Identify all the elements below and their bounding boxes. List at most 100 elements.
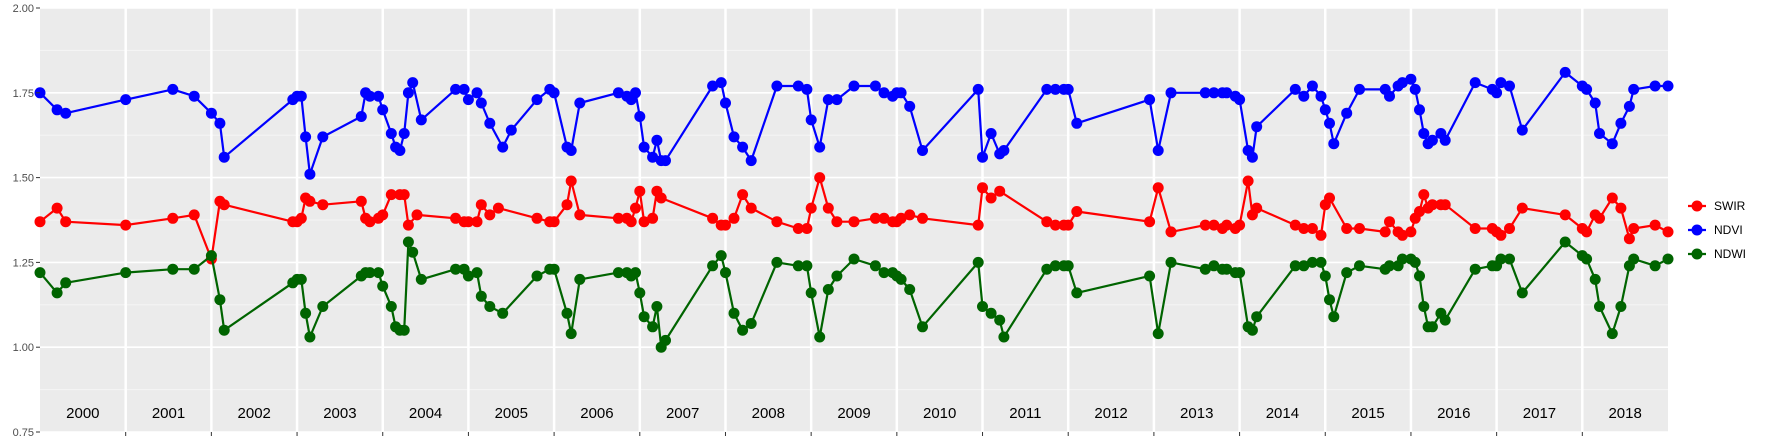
data-point-swir: [34, 216, 46, 228]
data-point-ndwi: [869, 260, 881, 272]
data-point-swir: [1041, 216, 1053, 228]
year-label: 2012: [1094, 405, 1127, 422]
data-point-ndwi: [1409, 256, 1421, 268]
data-point-swir: [51, 202, 63, 214]
data-point-ndwi: [1649, 260, 1661, 272]
data-point-ndvi: [848, 80, 860, 92]
legend-key-point: [1691, 248, 1703, 260]
legend-item-ndvi: NDVI: [1688, 223, 1743, 237]
data-point-ndwi: [1298, 260, 1310, 272]
data-point-ndvi: [1221, 87, 1233, 99]
year-label: 2001: [152, 405, 185, 422]
data-point-ndwi: [1589, 273, 1601, 285]
data-point-swir: [707, 212, 719, 224]
data-point-ndvi: [1354, 83, 1365, 95]
data-point-ndwi: [60, 277, 72, 289]
data-point-ndvi: [1649, 80, 1661, 92]
data-point-ndvi: [548, 87, 560, 99]
data-point-ndvi: [377, 104, 389, 116]
data-point-ndwi: [831, 270, 843, 282]
data-point-ndvi: [1594, 128, 1605, 139]
year-label: 2009: [837, 405, 870, 422]
data-point-ndvi: [1628, 83, 1640, 95]
data-point-ndwi: [895, 273, 907, 285]
data-point-swir: [364, 216, 376, 228]
data-point-swir: [1615, 202, 1627, 214]
data-point-ndvi: [634, 111, 646, 122]
data-point-ndvi: [647, 151, 659, 163]
data-point-ndvi: [1615, 117, 1627, 129]
data-point-ndwi: [1062, 260, 1074, 272]
data-point-swir: [1384, 216, 1395, 228]
data-point-ndwi: [1208, 260, 1220, 272]
data-point-ndvi: [1341, 107, 1353, 119]
data-point-swir: [188, 209, 200, 221]
legend-label: NDVI: [1714, 223, 1743, 237]
data-point-ndwi: [1251, 311, 1263, 323]
data-point-swir: [625, 216, 637, 228]
data-point-swir: [402, 219, 414, 231]
data-point-ndvi: [1409, 83, 1421, 95]
data-point-ndvi: [612, 87, 624, 99]
year-label: 2006: [580, 405, 613, 422]
data-point-ndvi: [398, 128, 410, 139]
legend-key-point: [1691, 200, 1703, 212]
data-point-ndvi: [630, 87, 641, 99]
series-swir: [34, 172, 1674, 265]
year-label: 2003: [323, 405, 356, 422]
data-point-ndvi: [801, 83, 813, 95]
data-point-ndwi: [848, 253, 860, 265]
data-point-ndwi: [1426, 321, 1438, 333]
data-point-ndvi: [1662, 80, 1674, 92]
data-point-swir: [1439, 199, 1451, 211]
data-point-swir: [218, 199, 230, 211]
data-point-swir: [1221, 219, 1233, 231]
data-point-ndwi: [994, 314, 1006, 326]
data-point-ndvi: [1041, 83, 1053, 95]
data-point-ndvi: [814, 141, 826, 153]
data-point-swir: [120, 219, 132, 231]
data-point-ndvi: [707, 80, 719, 92]
data-point-swir: [630, 202, 641, 214]
data-point-ndvi: [1071, 117, 1083, 129]
data-point-ndvi: [805, 114, 817, 126]
data-point-ndvi: [1246, 151, 1258, 163]
data-point-swir: [869, 212, 881, 224]
data-point-ndwi: [1049, 260, 1061, 272]
data-point-ndvi: [771, 80, 783, 92]
data-point-swir: [1379, 226, 1391, 238]
data-point-swir: [647, 212, 659, 224]
data-point-ndvi: [1606, 138, 1618, 150]
data-point-ndwi: [497, 307, 509, 319]
data-point-ndvi: [1208, 87, 1220, 99]
data-point-ndvi: [1469, 77, 1481, 89]
data-point-ndvi: [1405, 73, 1417, 85]
data-point-swir: [655, 192, 667, 204]
data-point-swir: [1144, 216, 1156, 228]
data-point-ndvi: [1516, 124, 1528, 136]
data-point-ndvi: [1298, 90, 1310, 102]
data-point-ndwi: [385, 301, 397, 312]
data-point-ndwi: [1414, 270, 1425, 282]
year-label: 2008: [752, 405, 785, 422]
data-point-ndvi: [475, 97, 487, 109]
data-point-swir: [771, 216, 783, 228]
data-point-ndvi: [715, 77, 727, 89]
data-point-ndwi: [1504, 253, 1515, 265]
data-point-ndvi: [565, 145, 577, 156]
year-label: 2016: [1437, 405, 1470, 422]
data-point-ndwi: [1319, 270, 1331, 282]
data-point-ndvi: [1062, 83, 1074, 95]
data-point-ndwi: [1495, 253, 1507, 265]
data-point-swir: [475, 199, 487, 211]
data-point-ndvi: [1319, 104, 1331, 116]
data-point-ndvi: [1049, 83, 1061, 95]
data-point-ndwi: [1341, 267, 1353, 279]
data-point-ndvi: [1384, 90, 1395, 102]
data-point-ndvi: [638, 141, 650, 153]
data-point-ndwi: [205, 250, 217, 262]
data-point-ndwi: [462, 270, 474, 282]
data-point-ndwi: [450, 263, 462, 275]
data-point-swir: [1418, 189, 1430, 201]
data-point-ndvi: [972, 83, 984, 95]
